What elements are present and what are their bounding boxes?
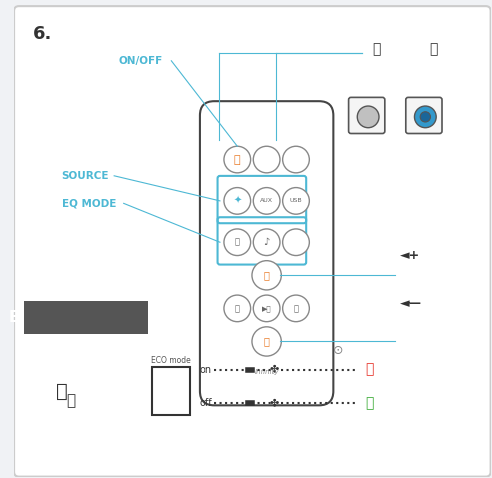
Text: 🔈: 🔈 xyxy=(372,42,380,56)
FancyBboxPatch shape xyxy=(152,367,190,415)
Text: ON/OFF: ON/OFF xyxy=(119,56,163,66)
Text: ◄—: ◄— xyxy=(400,297,422,310)
Text: AUX: AUX xyxy=(260,198,273,203)
Circle shape xyxy=(282,187,309,214)
Circle shape xyxy=(224,146,250,173)
Circle shape xyxy=(420,112,430,122)
Text: Infinity: Infinity xyxy=(254,369,279,375)
Circle shape xyxy=(252,327,281,356)
Text: ♪: ♪ xyxy=(264,237,270,247)
FancyBboxPatch shape xyxy=(349,98,385,133)
Text: 🔊: 🔊 xyxy=(264,270,270,280)
FancyBboxPatch shape xyxy=(200,101,334,405)
Text: ▶⏸: ▶⏸ xyxy=(262,305,272,312)
Circle shape xyxy=(282,146,309,173)
Text: ⏻: ⏻ xyxy=(365,363,373,377)
Text: ⏮: ⏮ xyxy=(235,304,240,313)
Text: SOURCE: SOURCE xyxy=(62,171,109,181)
Text: ⊙: ⊙ xyxy=(333,344,343,357)
Text: 🎮: 🎮 xyxy=(235,238,240,247)
Circle shape xyxy=(282,295,309,322)
Circle shape xyxy=(414,106,436,128)
Text: ✦: ✦ xyxy=(233,196,242,206)
Text: ◄+: ◄+ xyxy=(400,249,420,262)
Text: off: off xyxy=(200,398,213,408)
Text: USB: USB xyxy=(290,198,302,203)
Text: ⏻: ⏻ xyxy=(234,154,241,164)
Circle shape xyxy=(357,106,379,128)
Circle shape xyxy=(253,146,280,173)
Text: 🌿: 🌿 xyxy=(56,381,67,401)
Text: 6.: 6. xyxy=(33,25,53,43)
Text: 🔌: 🔌 xyxy=(67,393,76,408)
Text: ✤: ✤ xyxy=(269,398,278,408)
Circle shape xyxy=(253,295,280,322)
Circle shape xyxy=(253,229,280,256)
Text: ECO Mode: ECO Mode xyxy=(9,310,95,325)
Circle shape xyxy=(224,295,250,322)
Text: on: on xyxy=(200,365,212,375)
Text: ⏭: ⏭ xyxy=(294,304,299,313)
Circle shape xyxy=(224,187,250,214)
Circle shape xyxy=(253,187,280,214)
Text: 🔉: 🔉 xyxy=(264,337,270,347)
FancyBboxPatch shape xyxy=(14,6,491,477)
FancyBboxPatch shape xyxy=(406,98,442,133)
Circle shape xyxy=(252,261,281,290)
Text: EQ MODE: EQ MODE xyxy=(62,198,116,208)
FancyBboxPatch shape xyxy=(24,301,148,334)
Text: ✤: ✤ xyxy=(269,365,278,375)
Text: ⏻: ⏻ xyxy=(365,396,373,410)
Circle shape xyxy=(224,229,250,256)
Text: 🔇: 🔇 xyxy=(429,42,437,56)
Circle shape xyxy=(282,229,309,256)
Text: ECO mode: ECO mode xyxy=(152,356,191,365)
